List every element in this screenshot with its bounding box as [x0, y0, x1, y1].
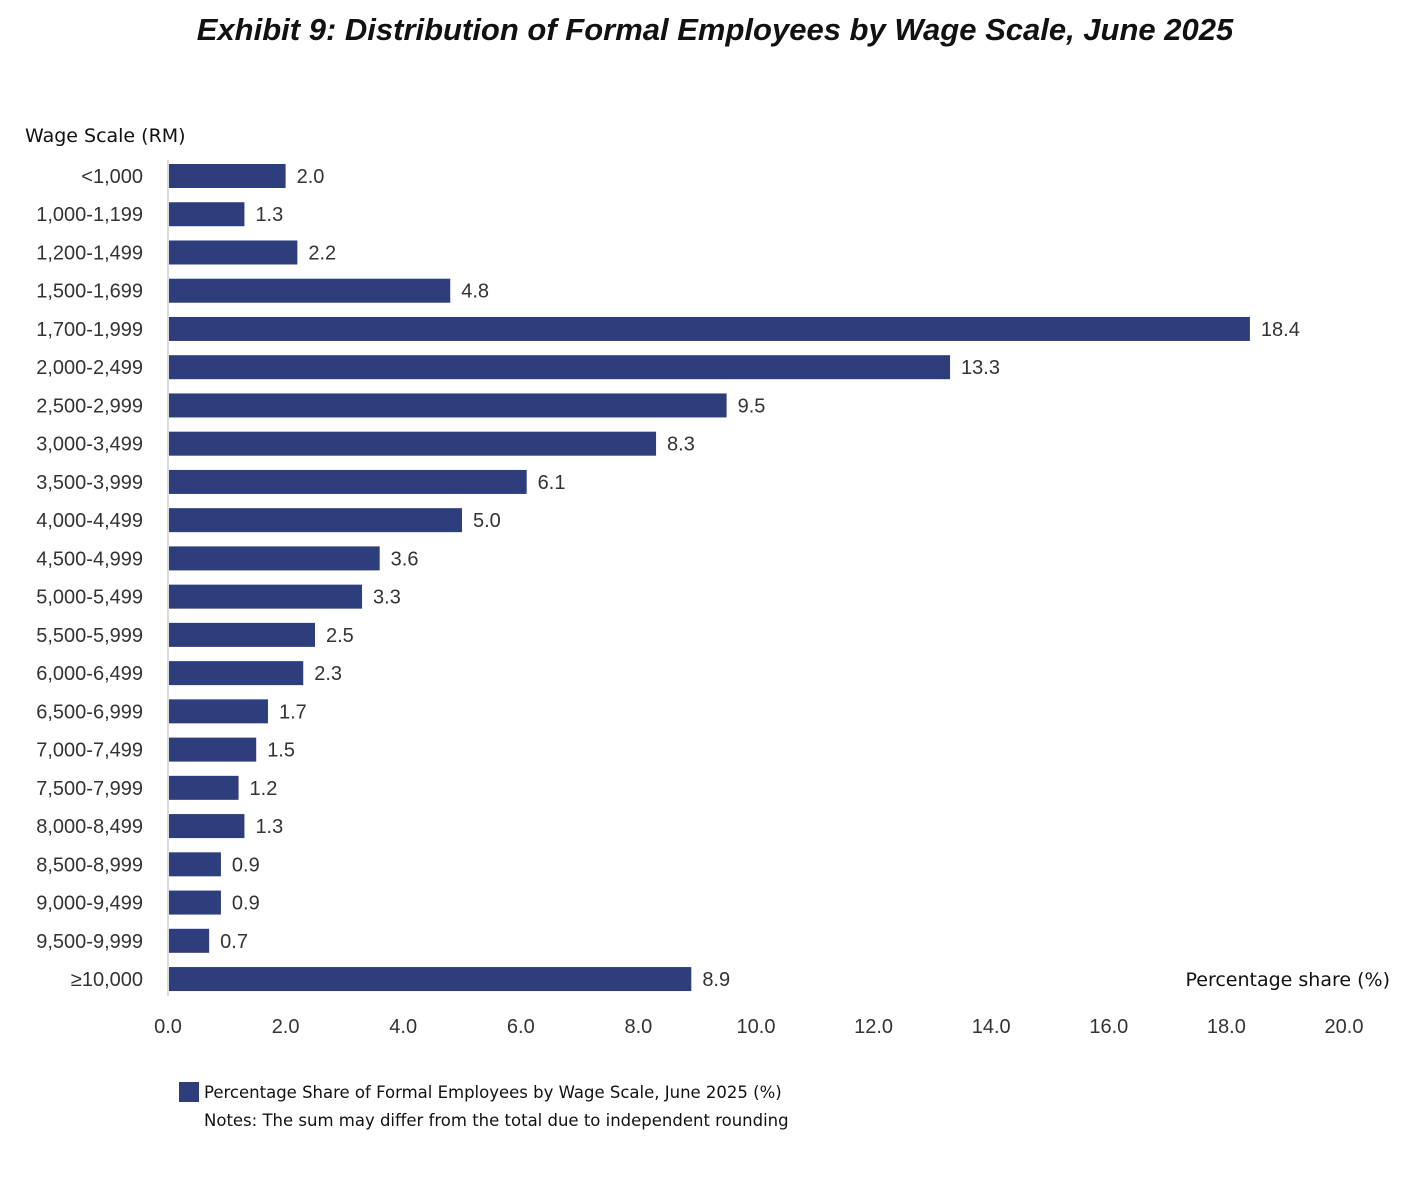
data-label: 13.3: [961, 357, 1000, 379]
category-label: 1,700-1,999: [36, 319, 143, 341]
bars-group: [169, 164, 1250, 992]
chart-title: Exhibit 9: Distribution of Formal Employ…: [197, 12, 1234, 47]
category-label: <1,000: [81, 166, 143, 188]
category-label: 8,000-8,499: [36, 816, 143, 838]
bar: [169, 164, 286, 188]
data-label: 2.3: [314, 663, 342, 685]
category-label: 8,500-8,999: [36, 854, 143, 876]
bar: [169, 967, 692, 992]
x-tick-label: 20.0: [1325, 1016, 1364, 1038]
value-labels: 2.0 1.3 2.2 4.8 18.4 13.3 9.5 8.3 6.1 5.0 3.6 3.3 2.…: [220, 166, 1300, 991]
category-label: 1,000-1,199: [36, 204, 143, 226]
data-label: 0.7: [220, 931, 248, 953]
x-tick-label: 2.0: [272, 1016, 300, 1038]
bar: [169, 393, 727, 418]
chart-note: Notes: The sum may differ from the total…: [204, 1111, 789, 1130]
data-label: 2.0: [297, 166, 325, 188]
data-label: 1.7: [279, 701, 307, 723]
category-label: 5,000-5,499: [36, 587, 143, 609]
category-label: 4,000-4,499: [36, 510, 143, 532]
data-label: 2.2: [308, 242, 336, 264]
bar: [169, 546, 380, 571]
x-axis-label: Percentage share (%): [1185, 969, 1390, 991]
data-label: 8.9: [702, 969, 730, 991]
data-label: 3.6: [391, 548, 419, 570]
bar: [169, 355, 951, 380]
data-label: 3.3: [373, 587, 401, 609]
category-label: 7,000-7,499: [36, 740, 143, 762]
data-label: 1.3: [255, 204, 283, 226]
bar: [169, 508, 462, 533]
bar: [169, 814, 245, 839]
x-tick-label: 12.0: [854, 1016, 893, 1038]
legend-swatch: [179, 1082, 199, 1102]
data-label: 9.5: [738, 395, 766, 417]
x-tick-label: 8.0: [624, 1016, 652, 1038]
bar: [169, 852, 221, 877]
data-label: 0.9: [232, 854, 260, 876]
bar: [169, 469, 527, 494]
data-label: 0.9: [232, 893, 260, 915]
category-label: 5,500-5,999: [36, 625, 143, 647]
data-label: 2.5: [326, 625, 354, 647]
category-label: 3,500-3,999: [36, 472, 143, 494]
category-label: 1,500-1,699: [36, 281, 143, 303]
bar: [169, 661, 304, 686]
bar: [169, 240, 298, 265]
bar: [169, 699, 268, 724]
legend-label: Percentage Share of Formal Employees by …: [204, 1083, 782, 1102]
x-tick-label: 4.0: [389, 1016, 417, 1038]
bar: [169, 202, 245, 227]
bar: [169, 316, 1250, 341]
x-tick-label: 6.0: [507, 1016, 535, 1038]
category-label: 4,500-4,999: [36, 548, 143, 570]
category-label: ≥10,000: [71, 969, 143, 991]
bar: [169, 890, 221, 915]
bar: [169, 278, 451, 303]
x-tick-label: 18.0: [1207, 1016, 1246, 1038]
category-label: 7,500-7,999: [36, 778, 143, 800]
data-label: 4.8: [461, 281, 489, 303]
category-label: 6,000-6,499: [36, 663, 143, 685]
data-label: 1.2: [250, 778, 278, 800]
data-label: 1.5: [267, 740, 295, 762]
category-label: 9,500-9,999: [36, 931, 143, 953]
data-label: 8.3: [667, 434, 695, 456]
bar: [169, 737, 257, 762]
data-label: 6.1: [538, 472, 566, 494]
category-labels: <1,000 1,000-1,199 1,200-1,499 1,500-1,699 1…: [36, 166, 143, 991]
category-label: 9,000-9,499: [36, 893, 143, 915]
x-tick-label: 0.0: [154, 1016, 182, 1038]
category-label: 6,500-6,999: [36, 701, 143, 723]
bar: [169, 928, 210, 953]
bar: [169, 775, 239, 800]
x-tick-label: 16.0: [1089, 1016, 1128, 1038]
legend: Percentage Share of Formal Employees by …: [179, 1082, 789, 1130]
bar: [169, 584, 363, 609]
data-label: 5.0: [473, 510, 501, 532]
bar: [169, 622, 315, 647]
category-label: 3,000-3,499: [36, 434, 143, 456]
x-axis-ticks: 0.0 2.0 4.0 6.0 8.0 10.0 12.0 14.0 16.0 18.0 20.0: [154, 1016, 1363, 1038]
category-label: 1,200-1,499: [36, 242, 143, 264]
category-label: 2,000-2,499: [36, 357, 143, 379]
bar: [169, 431, 657, 456]
data-label: 18.4: [1261, 319, 1300, 341]
x-tick-label: 14.0: [972, 1016, 1011, 1038]
data-label: 1.3: [255, 816, 283, 838]
y-axis-label: Wage Scale (RM): [25, 125, 186, 147]
x-tick-label: 10.0: [737, 1016, 776, 1038]
category-label: 2,500-2,999: [36, 395, 143, 417]
